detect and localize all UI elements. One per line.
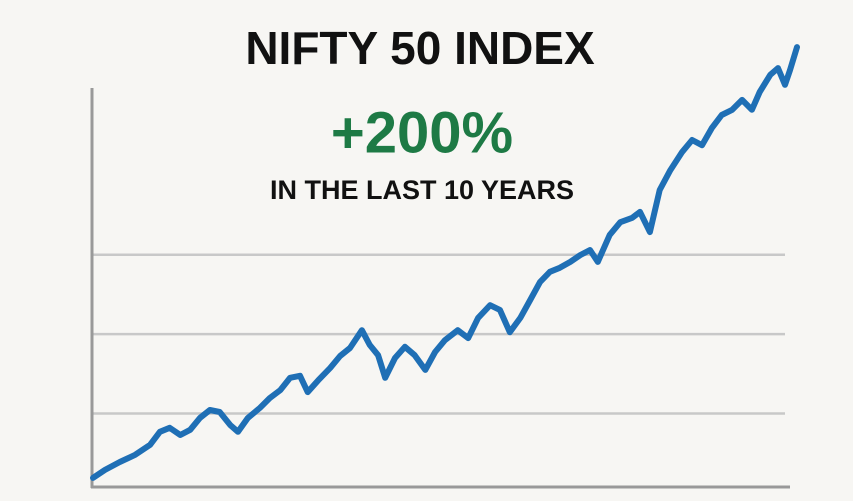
price-line <box>90 44 800 481</box>
chart-title: NIFTY 50 INDEX <box>245 22 595 74</box>
annotation: +200% <box>331 100 513 165</box>
subtitle: IN THE LAST 10 YEARS <box>270 175 574 205</box>
